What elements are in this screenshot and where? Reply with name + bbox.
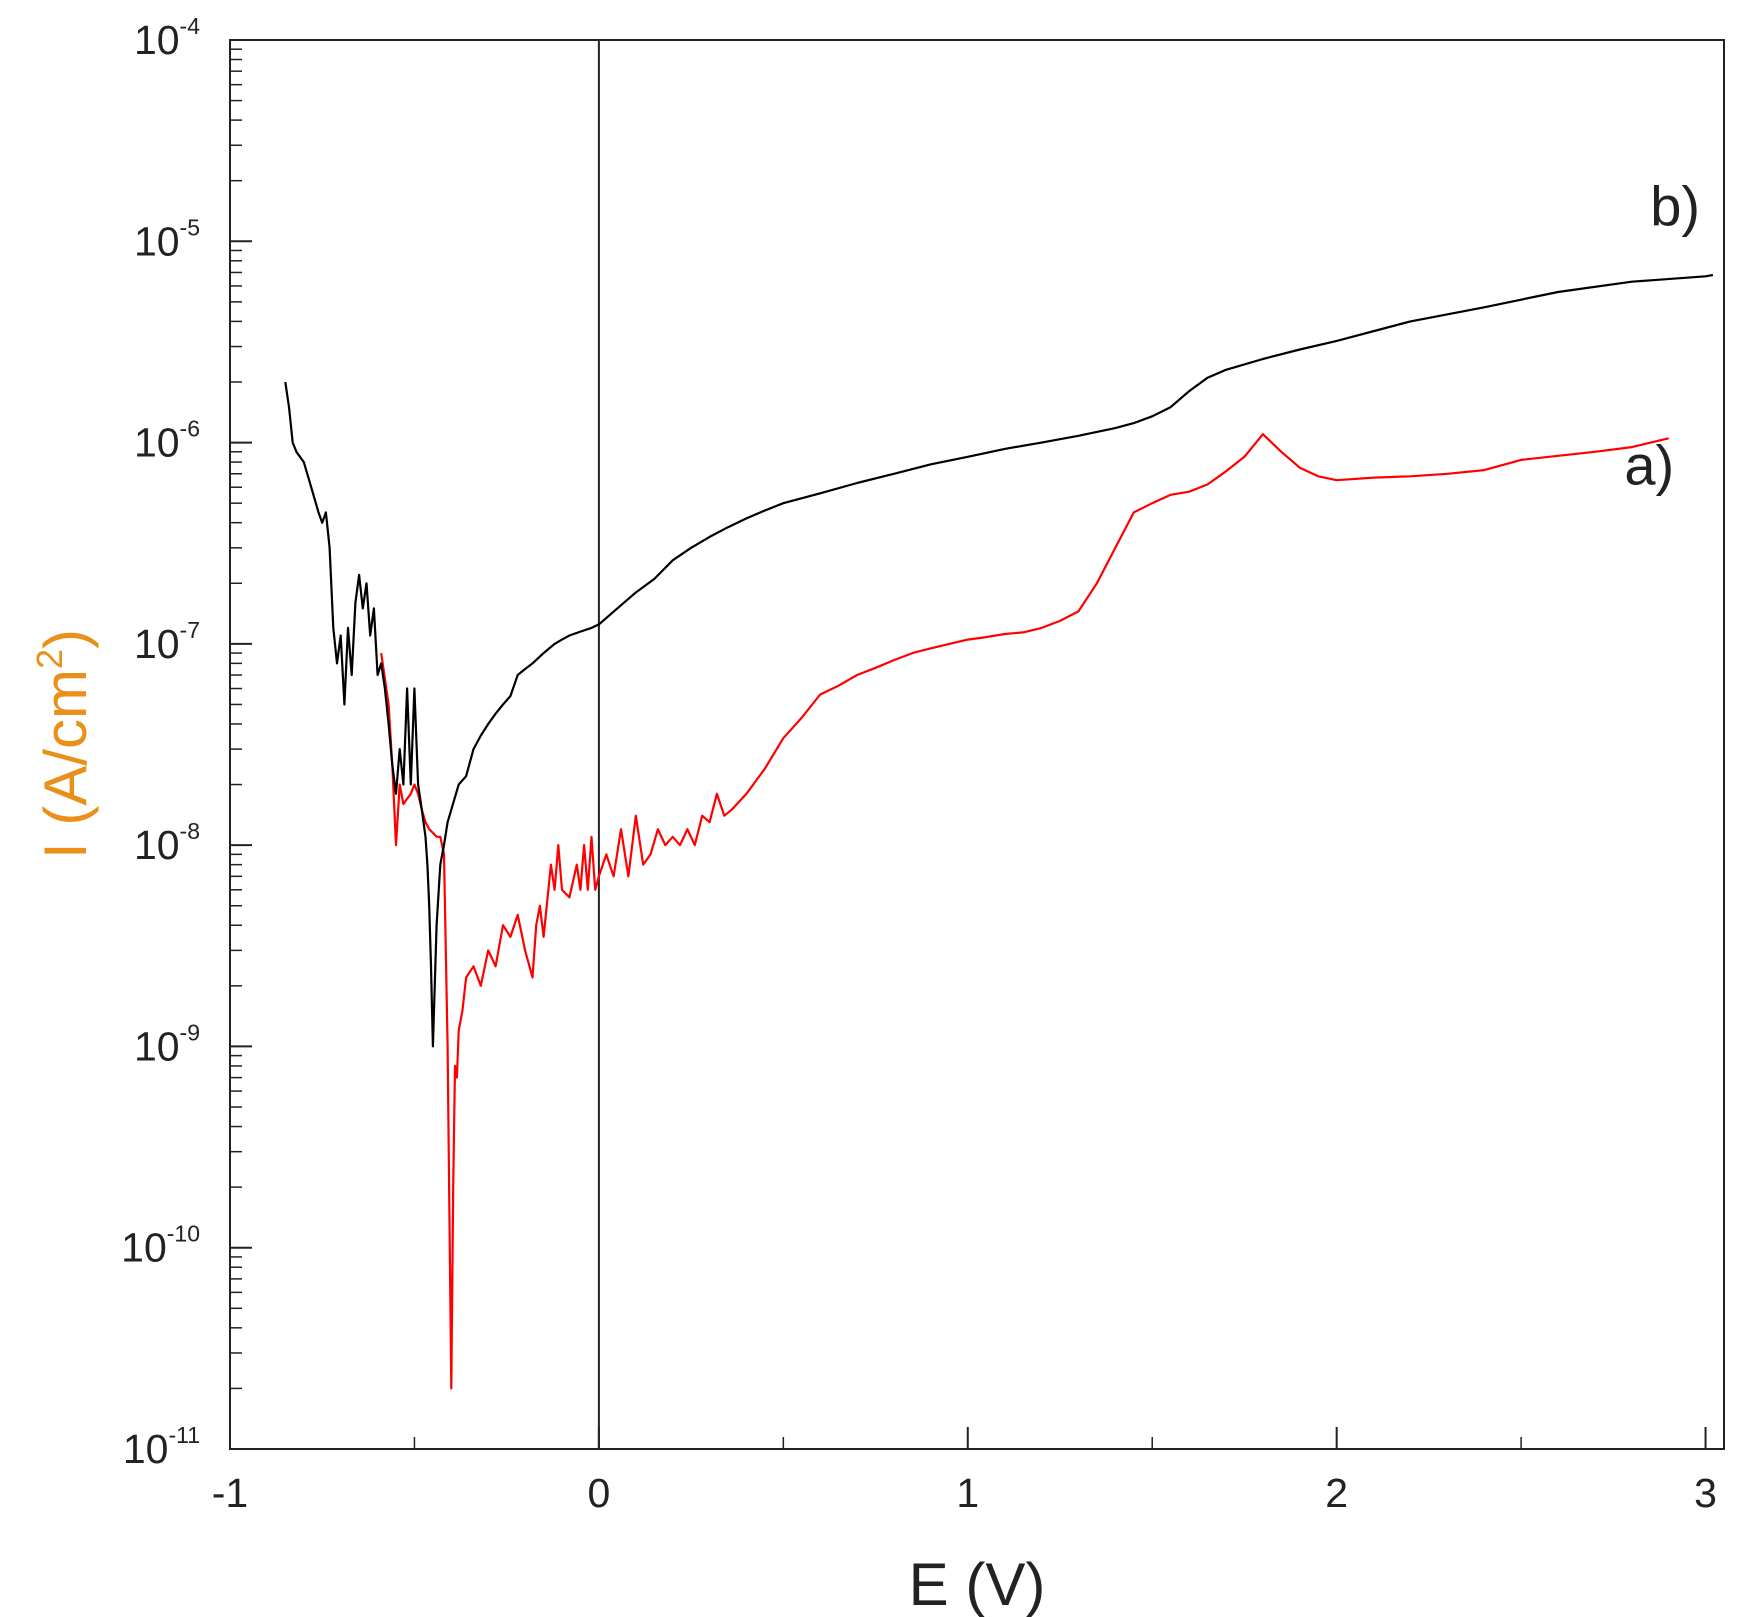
- plot-frame: [229, 39, 1725, 1450]
- x-tick-label: 1: [956, 1470, 979, 1516]
- x-tick-label: -1: [212, 1470, 248, 1516]
- minor-y-ticks: [230, 48, 242, 1390]
- y-tick-label: 10-5: [134, 214, 200, 264]
- y-tick-label: 10-9: [134, 1019, 200, 1069]
- x-tick-label: 2: [1325, 1470, 1348, 1516]
- series-line-a: [380, 433, 1669, 1390]
- curve-label-b: b): [1650, 174, 1700, 237]
- y-tick-label: 10-11: [123, 1422, 200, 1472]
- y-axis-title-main: I (A/cm: [32, 669, 99, 859]
- y-tick-label: 10-8: [134, 818, 200, 868]
- x-tick-label: 3: [1694, 1470, 1717, 1516]
- y-axis-title-superscript: 2: [29, 649, 70, 669]
- y-tick-label: 10-4: [134, 13, 200, 63]
- y-tick-label: 10-10: [121, 1221, 200, 1271]
- x-tick-label: 0: [587, 1470, 610, 1516]
- curve-label-a: a): [1624, 433, 1674, 496]
- major-y-ticks: 10-11 10-10 10-9 10-8 10-7 10-6 10-5 10-4: [121, 13, 252, 1472]
- y-axis-title-close: ): [32, 629, 99, 649]
- y-tick-label: 10-6: [134, 416, 200, 466]
- x-axis-title: E (V): [909, 1551, 1046, 1617]
- x-ticks: -1 0 1 2 3: [212, 1427, 1717, 1516]
- y-tick-label: 10-7: [134, 617, 200, 667]
- series-line-b: [284, 273, 1714, 1048]
- y-axis-title: I (A/cm2): [29, 629, 99, 859]
- curves: [284, 273, 1714, 1390]
- curve-labels: b) a): [1624, 174, 1700, 496]
